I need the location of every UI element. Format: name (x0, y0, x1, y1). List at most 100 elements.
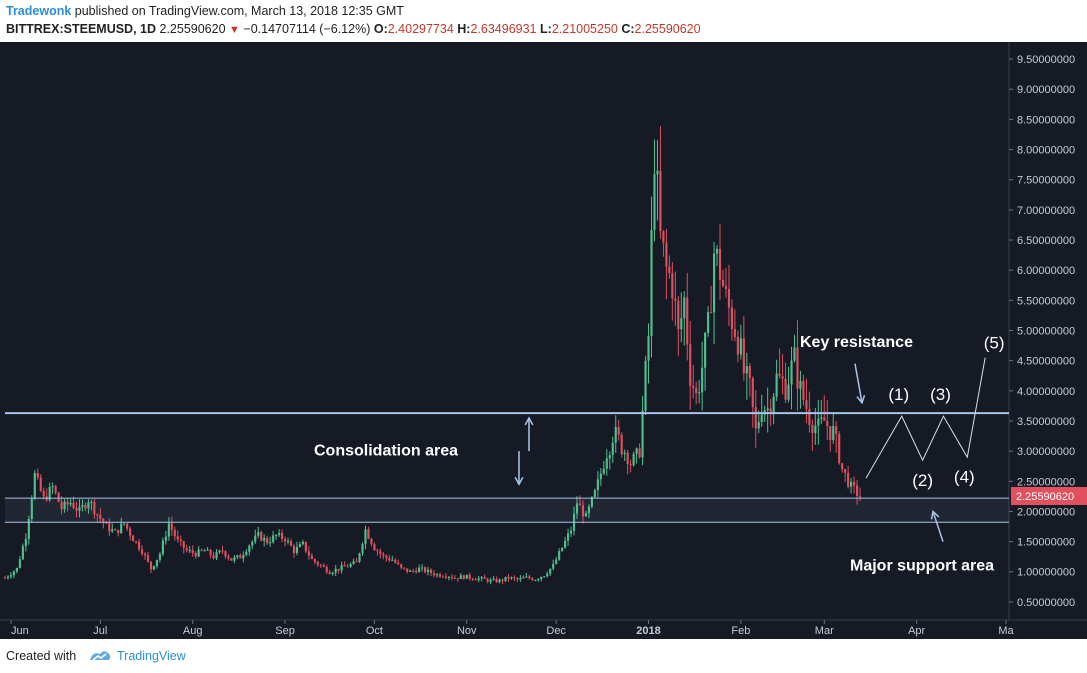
candle-body (304, 541, 307, 552)
candle-body (24, 539, 27, 547)
candle-body (721, 279, 725, 286)
candle-body (778, 373, 781, 377)
candle-body (194, 553, 197, 557)
candle-body (501, 579, 504, 581)
candle-body (275, 534, 278, 536)
candle-body (611, 442, 614, 456)
author-link[interactable]: Tradewonk (6, 4, 72, 18)
candle-body (513, 577, 516, 579)
key-resistance-label: Key resistance (800, 334, 913, 351)
candle-body (143, 553, 147, 556)
candle-body (182, 541, 185, 549)
candle-body (245, 551, 248, 556)
candle-body (423, 567, 427, 573)
candle-body (9, 575, 13, 577)
candle-body (301, 541, 304, 545)
candle-body (552, 563, 555, 569)
candle-body (689, 344, 692, 387)
candle-body (718, 248, 722, 280)
candle-body (242, 555, 245, 559)
price-chart[interactable]: 9.50000000 9.00000000 8.50000000 8.00000000… (0, 42, 1087, 639)
candle-body (373, 544, 376, 551)
candle-body (504, 576, 507, 581)
wave-label: (5) (984, 334, 1005, 353)
candle-body (534, 580, 537, 582)
candle-body (459, 575, 462, 579)
candle-body (653, 174, 656, 230)
candle-body (760, 414, 763, 423)
candle-body (626, 452, 629, 465)
candle-body (712, 253, 716, 313)
candle-body (164, 536, 167, 541)
candle-body (105, 522, 108, 524)
candle-body (754, 407, 757, 429)
candle-body (435, 574, 439, 576)
candle-body (793, 347, 796, 361)
candle-body (215, 552, 218, 559)
candle-body (605, 458, 608, 469)
candle-body (355, 561, 358, 563)
candle-body (507, 576, 510, 579)
y-tick-label: 6.00000000 (1017, 265, 1075, 277)
candle-body (120, 523, 123, 533)
candle-body (126, 523, 129, 529)
candle-body (733, 329, 736, 337)
candle-body (569, 530, 573, 534)
candle-body (567, 533, 570, 541)
candle-body (18, 559, 21, 568)
candle-body (170, 523, 173, 530)
candle-body (33, 473, 36, 499)
candle-body (99, 515, 102, 519)
footer: Created with TradingView (0, 639, 1087, 673)
candle-body (847, 472, 850, 487)
candle-body (269, 542, 272, 544)
candle-body (382, 553, 385, 556)
candle-body (63, 501, 66, 510)
candle-body (236, 555, 239, 558)
candle-body (638, 448, 641, 458)
wave-label: (1) (888, 385, 909, 404)
consolidation-up-arrow-head (524, 416, 534, 426)
candle-body (349, 564, 352, 567)
close-label: C: (621, 22, 635, 36)
tradingview-link[interactable]: TradingView (117, 649, 186, 663)
candle-body (69, 502, 72, 505)
publish-info: Tradewonk published on TradingView.com, … (6, 4, 404, 18)
candle-body (546, 573, 549, 577)
candle-body (623, 452, 626, 455)
candle-body (135, 541, 138, 543)
y-tick-label: 8.00000000 (1017, 145, 1075, 157)
candle-body (123, 523, 126, 525)
candle-body (173, 529, 176, 537)
y-tick-label: 6.50000000 (1017, 235, 1075, 247)
candle-body (48, 487, 51, 500)
candle-body (111, 529, 114, 532)
candle-body (558, 551, 561, 560)
candle-body (421, 567, 424, 569)
candle-body (468, 574, 471, 579)
candle-body (659, 170, 662, 232)
candle-body (15, 567, 18, 572)
y-tick-label: 7.50000000 (1017, 175, 1075, 187)
candle-body (343, 565, 346, 567)
x-tick-label: Mar (815, 625, 834, 637)
candle-body (167, 523, 170, 537)
candle-body (829, 426, 832, 441)
candle-body (739, 338, 742, 355)
candle-body (331, 572, 334, 575)
candle-body (531, 578, 534, 581)
candle-body (498, 579, 501, 583)
candle-body (826, 420, 829, 427)
y-tick-label: 3.00000000 (1017, 446, 1075, 458)
y-tick-label: 8.50000000 (1017, 114, 1075, 126)
key-resistance-arrow-head (856, 395, 866, 405)
candle-body (799, 380, 802, 389)
candle-body (367, 529, 370, 539)
candle-body (358, 553, 361, 562)
candle-body (453, 577, 456, 579)
consolidation-down-arrow-head (514, 476, 524, 486)
candle-body (441, 576, 445, 578)
candle-body (161, 540, 164, 555)
candle-body (418, 567, 421, 573)
chart-area[interactable]: 9.50000000 9.00000000 8.50000000 8.00000000… (0, 42, 1087, 639)
